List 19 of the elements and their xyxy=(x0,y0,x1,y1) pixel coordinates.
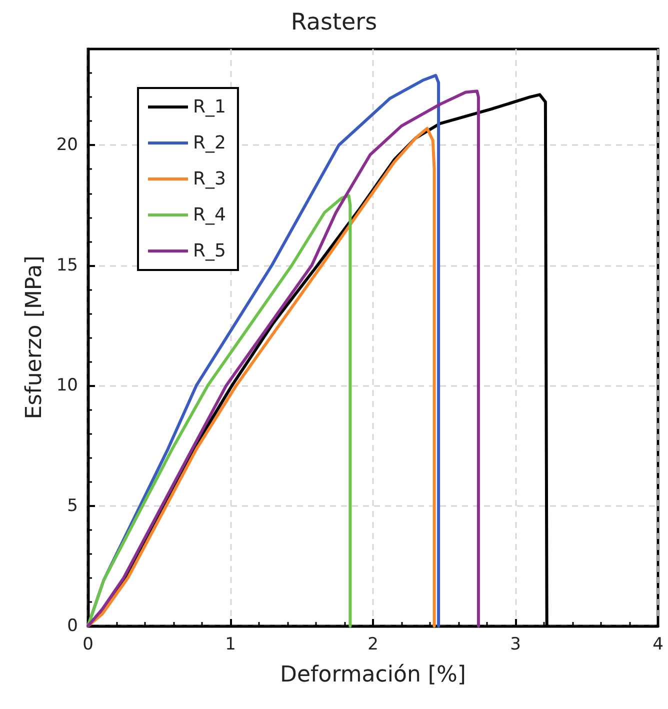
y-axis-title: Esfuerzo [MPa] xyxy=(22,256,47,420)
legend-label: R_4 xyxy=(193,204,226,226)
y-tick-label: 15 xyxy=(56,255,78,276)
line-series xyxy=(86,194,352,628)
x-axis-title: Deformación [%] xyxy=(280,662,466,688)
legend-label: R_5 xyxy=(193,240,226,262)
legend-label: R_1 xyxy=(193,96,226,118)
y-tick-label: 10 xyxy=(56,376,78,396)
legend-label: R_3 xyxy=(193,168,226,190)
x-tick-label: 2 xyxy=(368,634,378,654)
legend-label: R_2 xyxy=(193,132,226,154)
x-tick-label: 3 xyxy=(510,634,521,654)
chart-title: Rasters xyxy=(290,10,378,36)
x-tick-label: 0 xyxy=(82,634,94,654)
x-tick-label: 4 xyxy=(652,634,664,654)
y-tick-label: 5 xyxy=(67,496,78,516)
y-tick-label: 20 xyxy=(56,135,78,156)
x-tick-label: 1 xyxy=(225,634,236,654)
y-tick-label: 0 xyxy=(67,616,78,636)
